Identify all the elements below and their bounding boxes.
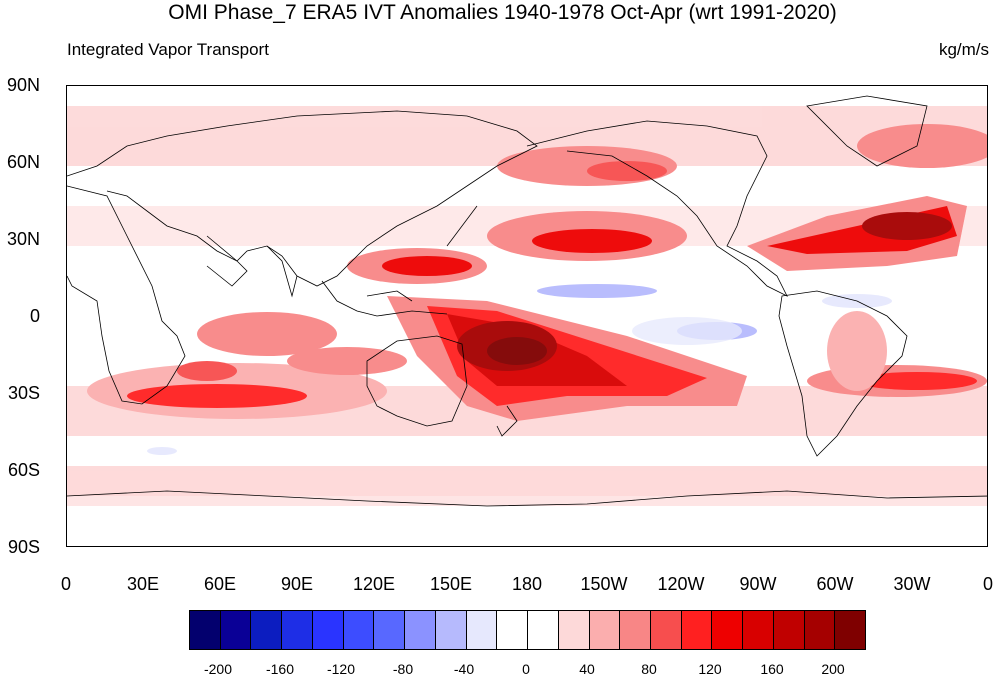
colorbar-swatch [558,611,590,649]
colorbar-swatch [343,611,375,649]
lon-label-60e: 60E [203,574,237,594]
lon-label-90w: 90W [739,574,777,594]
colorbar-swatch [589,611,621,649]
lon-label-120e: 120E [352,574,396,594]
colorbar-swatch [435,611,467,649]
colorbar-label: 0 [522,661,530,677]
colorbar-swatch [712,611,744,649]
lon-label-150w: 150W [580,574,628,594]
lon-label-60w: 60W [816,574,854,594]
lon-label-150e: 150E [429,574,473,594]
colorbar-swatch [466,611,498,649]
colorbar-label: -200 [203,661,233,677]
colorbar-swatch [251,611,283,649]
colorbar-swatch [497,611,529,649]
colorbar-swatch [651,611,682,649]
map-panel [66,85,988,547]
anomaly-shading [67,106,987,506]
lon-label-0-end: 0 [982,574,993,594]
lat-label-90s: 90S [7,537,40,557]
variable-label: Integrated Vapor Transport [67,40,269,59]
colorbar-label: 120 [698,661,722,677]
lat-label-60s: 60S [7,460,40,480]
units-label: kg/m/s [938,40,989,59]
colorbar-label: -80 [392,661,414,677]
colorbar-label: -160 [265,661,295,677]
colorbar [189,610,866,650]
colorbar-swatch [374,611,406,649]
colorbar-swatch [528,611,559,649]
lat-label-90n: 90N [6,75,40,95]
lat-label-60n: 60N [6,152,40,172]
colorbar-swatch [773,611,805,649]
lat-label-eq: 0 [29,306,40,326]
colorbar-swatch [620,611,652,649]
colorbar-swatch [190,611,221,649]
colorbar-label: 200 [821,661,845,677]
coastlines [67,95,987,507]
colorbar-swatch [804,611,836,649]
figure-title: OMI Phase_7 ERA5 IVT Anomalies 1940-1978… [168,1,837,24]
lon-label-180: 180 [511,574,543,594]
colorbar-label: 40 [579,661,595,677]
colorbar-label: 160 [760,661,784,677]
lon-label-120w: 120W [657,574,705,594]
colorbar-swatch [282,611,313,649]
lat-label-30s: 30S [7,383,40,403]
colorbar-label: 80 [641,661,657,677]
lon-label-0: 0 [60,574,71,594]
colorbar-swatch [405,611,436,649]
colorbar-label: -40 [453,661,475,677]
lon-label-30e: 30E [126,574,160,594]
ivt-anomaly-map [67,95,987,507]
lon-label-30w: 30W [893,574,931,594]
colorbar-swatch [743,611,774,649]
colorbar-swatch [220,611,252,649]
colorbar-swatch [681,611,713,649]
colorbar-swatch [835,611,866,649]
colorbar-swatch [312,611,344,649]
lat-label-30n: 30N [6,229,40,249]
colorbar-label: -120 [326,661,356,677]
lon-label-90e: 90E [280,574,314,594]
